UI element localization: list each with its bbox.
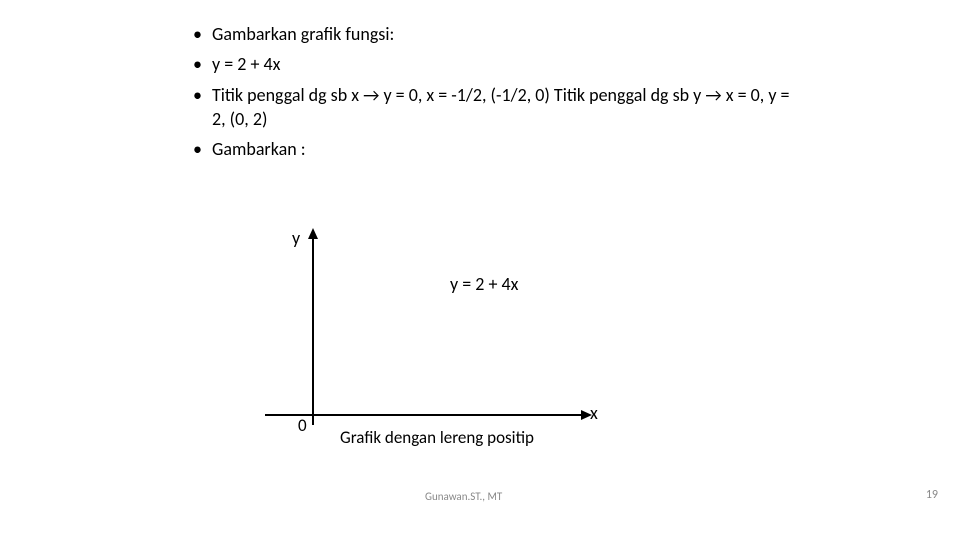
bullet-content: Gambarkan grafik fungsi: y = 2 + 4x Titi…	[190, 22, 790, 167]
y-axis-arrow-icon	[308, 228, 318, 239]
footer-author: Gunawan.ST., MT	[425, 490, 502, 503]
graph-area: y 0 x y = 2 + 4x Grafik dengan lereng po…	[255, 225, 675, 455]
bullet-list: Gambarkan grafik fungsi: y = 2 + 4x Titi…	[190, 22, 790, 161]
footer-page-number: 19	[926, 488, 938, 502]
origin-label: 0	[298, 415, 307, 436]
equation-label: y = 2 + 4x	[450, 273, 518, 295]
bullet-item: Titik penggal dg sb x → y = 0, x = -1/2,…	[190, 83, 790, 132]
bullet-item: y = 2 + 4x	[190, 52, 790, 76]
bullet-item: Gambarkan :	[190, 137, 790, 161]
y-axis-label: y	[292, 227, 300, 249]
x-axis-label: x	[590, 402, 598, 424]
graph-caption: Grafik dengan lereng positip	[340, 427, 534, 448]
axes-svg	[255, 225, 615, 445]
bullet-item: Gambarkan grafik fungsi:	[190, 22, 790, 46]
